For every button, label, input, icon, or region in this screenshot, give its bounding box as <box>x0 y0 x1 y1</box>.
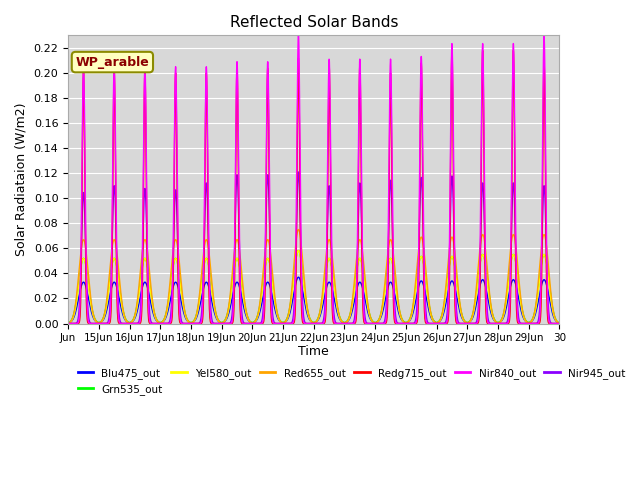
Text: WP_arable: WP_arable <box>76 56 149 69</box>
Y-axis label: Solar Radiataion (W/m2): Solar Radiataion (W/m2) <box>15 103 28 256</box>
X-axis label: Time: Time <box>298 345 329 358</box>
Legend: Blu475_out, Grn535_out, Yel580_out, Red655_out, Redg715_out, Nir840_out, Nir945_: Blu475_out, Grn535_out, Yel580_out, Red6… <box>74 364 630 399</box>
Title: Reflected Solar Bands: Reflected Solar Bands <box>230 15 398 30</box>
